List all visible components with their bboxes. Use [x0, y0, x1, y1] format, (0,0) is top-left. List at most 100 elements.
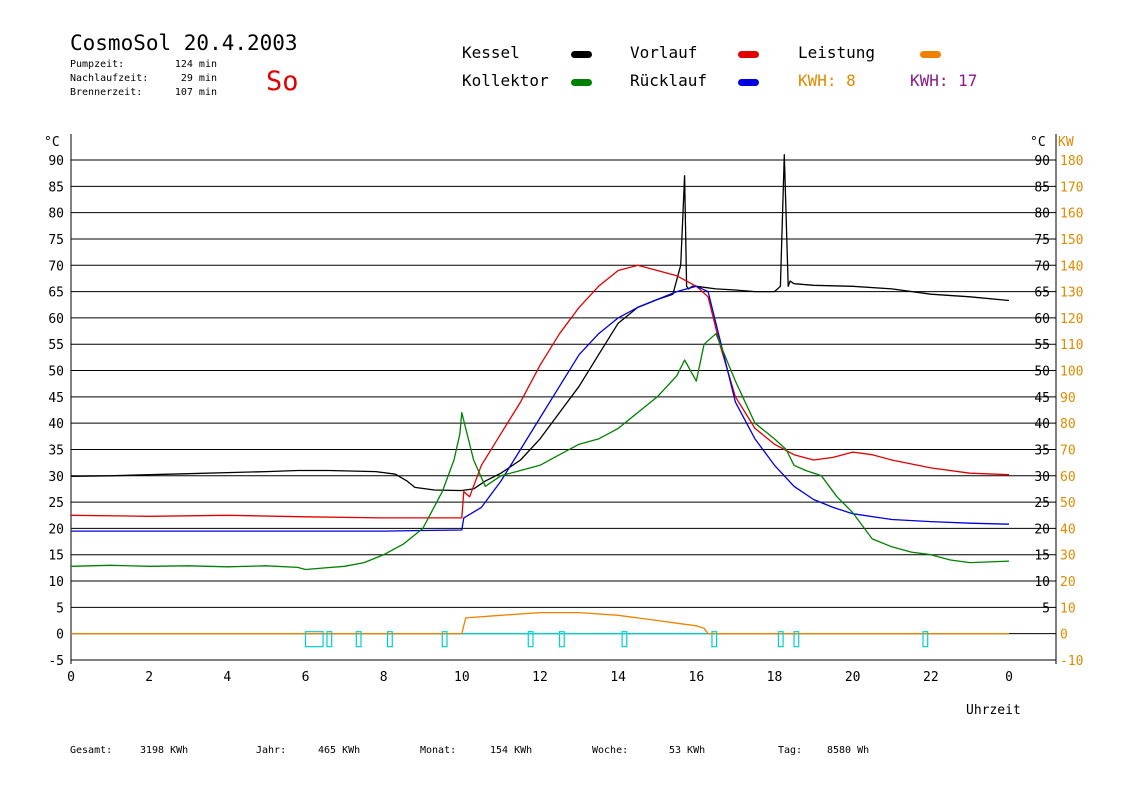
y-tick-right-c: 20: [1034, 522, 1050, 537]
pump-markers: [304, 631, 929, 648]
grid: [70, 134, 1057, 664]
y-tick-left: 65: [48, 286, 64, 301]
y-tick-left: 10: [48, 575, 64, 590]
y-tick-left: 90: [48, 154, 64, 169]
y-tick-left: 20: [48, 522, 64, 537]
stat-label-brennerzeit: Brennerzeit:: [70, 87, 142, 98]
legend-label-leistung: Leistung: [798, 43, 875, 62]
y-tick-left: 70: [48, 259, 64, 274]
tick-labels: 908580757065605550454035302520151050-590…: [48, 154, 1083, 685]
y-tick-right-c: 60: [1034, 312, 1050, 327]
y-tick-right-c: 40: [1034, 417, 1050, 432]
y-tick-right-c: 50: [1034, 365, 1050, 380]
series-line-kessel: [70, 154, 1010, 492]
x-tick: 4: [223, 670, 231, 685]
pump-marker: [326, 631, 333, 648]
x-tick: 14: [610, 670, 626, 685]
y-tick-right-c: 75: [1034, 233, 1050, 248]
legend-label-vorlauf: Vorlauf: [630, 43, 697, 62]
footer-label-jahr: Jahr:: [256, 745, 286, 756]
y-tick-right-kw: 150: [1060, 233, 1083, 248]
pump-marker: [355, 631, 362, 648]
y-tick-right-c: 85: [1034, 180, 1050, 195]
y-tick-right-kw: 80: [1060, 417, 1076, 432]
legend-swatch-kessel: [571, 51, 592, 58]
y-tick-right-c: 25: [1034, 496, 1050, 511]
legend-swatch-kollektor: [571, 79, 592, 86]
x-tick: 20: [845, 670, 861, 685]
y-tick-right-kw: 90: [1060, 391, 1076, 406]
y-axis-unit-left: °C: [44, 135, 60, 150]
y-tick-left: 40: [48, 417, 64, 432]
legend-label-ruecklauf: Rücklauf: [630, 71, 707, 90]
pump-marker: [441, 631, 448, 648]
y-tick-right-c: 70: [1034, 259, 1050, 274]
legend: Kessel Vorlauf Leistung Kollektor Rückla…: [462, 43, 977, 90]
series-line-ruecklauf: [71, 285, 1010, 532]
y-tick-left: 50: [48, 365, 64, 380]
y-tick-right-kw: 180: [1060, 154, 1083, 169]
y-axis-unit-right: °C: [1030, 135, 1046, 150]
y-tick-right-kw: 100: [1060, 365, 1083, 380]
y-tick-right-kw: 110: [1060, 338, 1083, 353]
y-tick-right-kw: 130: [1060, 286, 1083, 301]
series-line-vorlauf: [70, 264, 1010, 519]
y-tick-left: 45: [48, 391, 64, 406]
footer-value-monat: 154 KWh: [490, 745, 532, 756]
x-tick: 10: [454, 670, 470, 685]
x-tick: 8: [380, 670, 388, 685]
x-tick: 2: [145, 670, 153, 685]
y-tick-right-c: 35: [1034, 443, 1050, 458]
footer-value-gesamt: 3198 KWh: [140, 745, 188, 756]
stat-label-nachlaufzeit: Nachlaufzeit:: [70, 73, 148, 84]
y-tick-right-c: 80: [1034, 207, 1050, 222]
y-tick-left: 35: [48, 443, 64, 458]
y-tick-left: 5: [56, 601, 64, 616]
legend-label-kessel: Kessel: [462, 43, 520, 62]
stat-label-pumpzeit: Pumpzeit:: [70, 59, 124, 70]
x-tick: 6: [302, 670, 310, 685]
y-tick-left: 15: [48, 549, 64, 564]
stats-block: Pumpzeit: 124 min Nachlaufzeit: 29 min B…: [70, 59, 217, 98]
y-tick-right-c: 55: [1034, 338, 1050, 353]
legend-swatch-vorlauf: [738, 51, 759, 58]
x-tick: 22: [923, 670, 939, 685]
y-tick-right-kw: 120: [1060, 312, 1083, 327]
y-tick-right-kw: 70: [1060, 443, 1076, 458]
footer-label-gesamt: Gesamt:: [70, 745, 112, 756]
stat-value-nachlaufzeit: 29 min: [181, 73, 217, 84]
y-tick-right-kw: 60: [1060, 470, 1076, 485]
y-tick-left: 30: [48, 470, 64, 485]
stat-value-brennerzeit: 107 min: [175, 87, 217, 98]
weekday-label: So: [266, 66, 299, 97]
y-tick-left: 60: [48, 312, 64, 327]
legend-label-kollektor: Kollektor: [462, 71, 549, 90]
footer-label-woche: Woche:: [592, 745, 628, 756]
y-tick-left: 85: [48, 180, 64, 195]
footer-value-woche: 53 KWh: [669, 745, 705, 756]
y-tick-right-kw: 140: [1060, 259, 1083, 274]
y-tick-right-kw: 170: [1060, 180, 1083, 195]
y-tick-right-c: 45: [1034, 391, 1050, 406]
y-tick-left: 25: [48, 496, 64, 511]
y-tick-right-c: 15: [1034, 549, 1050, 564]
y-tick-left: 80: [48, 207, 64, 222]
pump-marker: [621, 631, 628, 648]
stat-value-pumpzeit: 124 min: [175, 59, 217, 70]
x-tick: 18: [767, 670, 783, 685]
x-tick: 0: [1005, 670, 1013, 685]
series-line-leistung: [71, 611, 1009, 635]
x-tick: 12: [532, 670, 548, 685]
y-tick-right-c: 90: [1034, 154, 1050, 169]
footer-label-monat: Monat:: [420, 745, 456, 756]
y-tick-right-c: 65: [1034, 286, 1050, 301]
pump-marker: [304, 631, 324, 648]
chart-title: CosmoSol 20.4.2003: [70, 31, 298, 55]
legend-swatch-ruecklauf: [738, 79, 759, 86]
footer-value-jahr: 465 KWh: [318, 745, 360, 756]
footer-stats: Gesamt: 3198 KWh Jahr: 465 KWh Monat: 15…: [70, 745, 869, 756]
series-line-kollektor: [70, 333, 1010, 571]
x-tick: 16: [689, 670, 705, 685]
kwh-label-1: KWH: 8: [798, 71, 856, 90]
